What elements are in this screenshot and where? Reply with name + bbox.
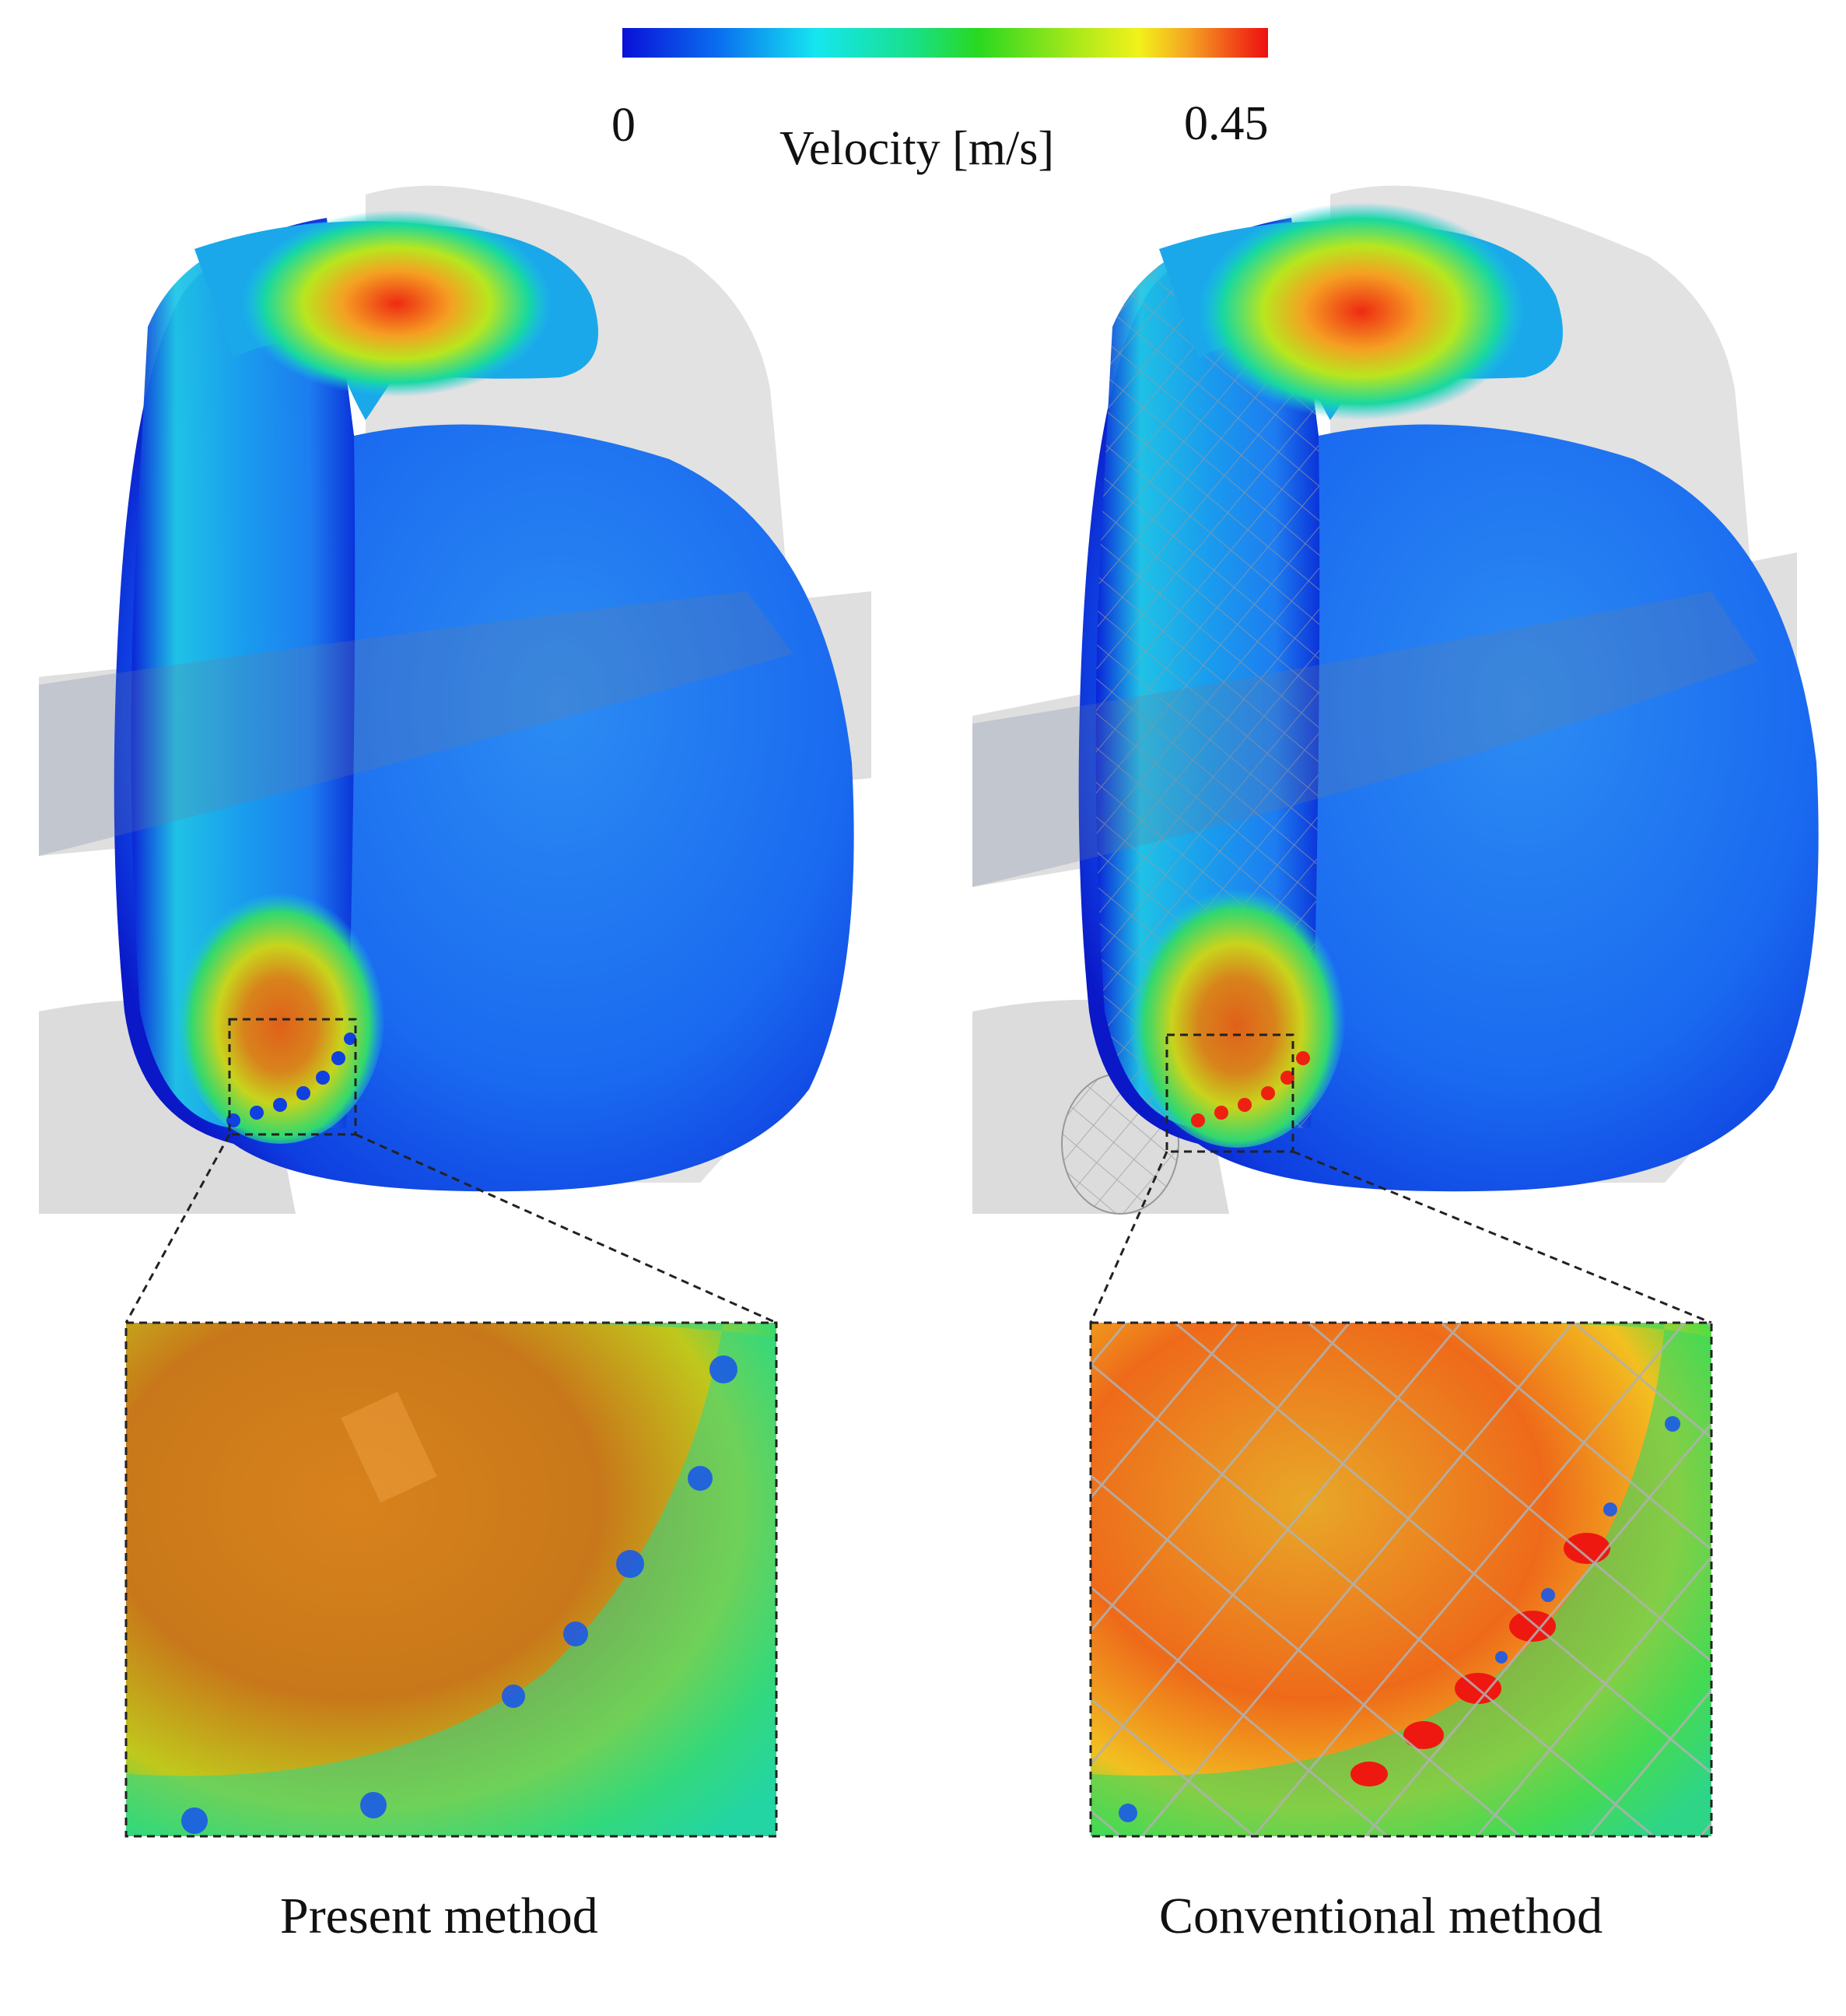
colorbar-title: Velocity [m/s] <box>779 122 1054 175</box>
left-translucent-band <box>39 591 793 856</box>
left-boundary-vortices <box>226 1033 356 1127</box>
right-boundary-vortices <box>1191 1051 1310 1127</box>
right-zoom-leader-b <box>1292 1150 1712 1324</box>
colorbar-min-label: 0 <box>611 99 636 152</box>
left-zoom-box <box>228 1018 357 1136</box>
right-velocity-panel <box>972 185 1819 1838</box>
left-zoom-leader-a <box>124 1134 231 1324</box>
left-zoom-leader-b <box>355 1133 777 1324</box>
right-zoom-inset <box>1089 1321 1713 1838</box>
conventional-method-label: Conventional method <box>1159 1888 1603 1944</box>
velocity-colorbar <box>622 28 1268 58</box>
left-zoom-inset <box>124 1321 778 1838</box>
left-bottom-hot-region <box>175 879 385 1144</box>
right-top-hot-region <box>1198 202 1525 420</box>
right-zoom-box <box>1165 1033 1294 1153</box>
left-top-hot-region <box>241 210 552 397</box>
right-bottom-hot-region <box>1128 875 1346 1148</box>
velocity-colorbar-legend: 0 0.45 Velocity [m/s] <box>0 0 1846 202</box>
right-translucent-band <box>972 591 1758 887</box>
right-zoom-leader-a <box>1089 1151 1168 1324</box>
colorbar-max-label: 0.45 <box>1184 97 1269 150</box>
present-method-label: Present method <box>280 1888 598 1944</box>
left-velocity-panel <box>39 185 871 1838</box>
